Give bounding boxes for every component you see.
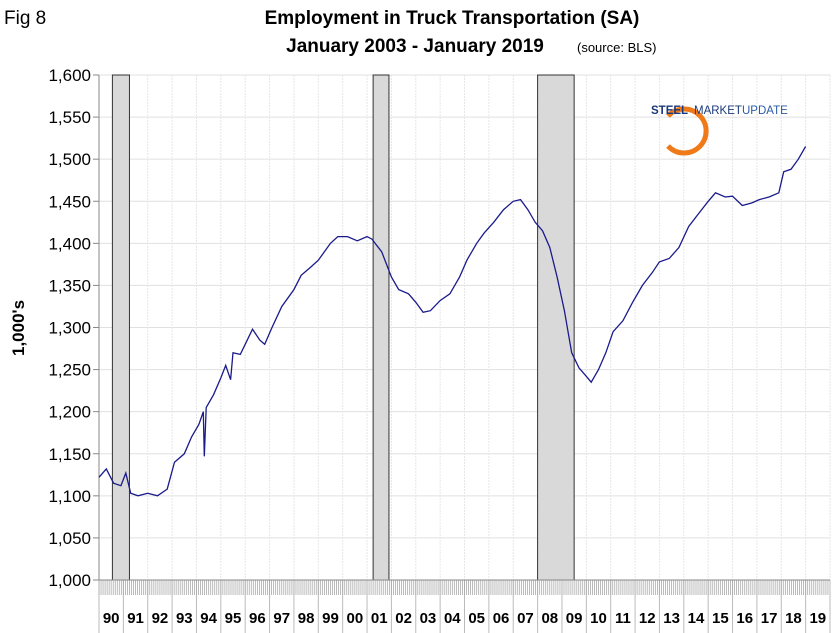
y-tick-label: 1,450 [48,192,91,211]
logo-word-market: MARKET [694,105,742,117]
logo-arc-icon [666,106,709,156]
x-tick-label: 01 [371,610,388,627]
chart-subtitle: January 2003 - January 2019 [286,36,544,57]
steel-market-update-logo: STEEL MARKET UPDATE [651,105,788,156]
x-tick-label: 04 [444,610,461,627]
x-tick-label: 15 [712,610,729,627]
x-tick-label: 10 [590,610,607,627]
y-tick-label: 1,000 [48,571,91,590]
x-tick-label: 02 [395,610,412,627]
x-tick-label: 19 [809,610,826,627]
y-tick-label: 1,600 [48,66,91,85]
x-tick-label: 05 [468,610,485,627]
x-tick-label: 12 [639,610,656,627]
x-tick-label: 00 [347,610,364,627]
x-tick-label: 03 [420,610,437,627]
y-tick-label: 1,150 [48,445,91,464]
y-tick-label: 1,250 [48,361,91,380]
x-tick-label: 13 [663,610,680,627]
recession-bar [537,74,575,581]
x-tick-label: 97 [273,610,290,627]
y-tick-label: 1,050 [48,529,91,548]
x-tick-label: 95 [225,610,242,627]
x-tick-label: 07 [517,610,534,627]
logo-word-steel: STEEL [651,105,688,117]
y-tick-label: 1,400 [48,234,91,253]
x-tick-label: 11 [615,610,631,627]
recession-bar [111,74,130,581]
x-tick-label: 09 [566,610,583,627]
x-tick-label: 16 [736,610,753,627]
y-tick-label: 1,500 [48,150,91,169]
x-tick-label: 91 [127,610,144,627]
chart-title: Employment in Truck Transportation (SA) [265,8,640,29]
gridlines [98,74,831,580]
x-tick-label: 17 [761,610,778,627]
x-tick-label: 93 [176,610,193,627]
y-axis-label: 1,000's [9,300,28,356]
logo-word-update: UPDATE [742,105,788,117]
x-tick-label: 08 [541,610,558,627]
axes: 1,000 1,050 1,100 1,150 1,200 1,250 1,300 1,350… [48,66,831,633]
x-tick-label: 18 [785,610,802,627]
x-tick-label: 92 [152,610,169,627]
figure-label: Fig 8 [4,8,46,29]
employment-series-line [98,146,807,497]
x-tick-label: 14 [688,610,705,627]
y-tick-label: 1,350 [48,276,91,295]
x-tick-label: 99 [322,610,339,627]
x-tick-label: 96 [249,610,266,627]
x-tick-label: 06 [493,610,510,627]
x-tick-label: 94 [200,610,217,627]
y-tick-label: 1,550 [48,108,91,127]
recession-bars [111,74,575,581]
y-tick-label: 1,300 [48,319,91,338]
y-tick-label: 1,200 [48,403,91,422]
x-tick-label: 90 [103,610,120,627]
x-tick-label: 98 [298,610,315,627]
y-tick-label: 1,100 [48,487,91,506]
recession-bar [372,74,390,581]
source-note: (source: BLS) [577,40,656,55]
